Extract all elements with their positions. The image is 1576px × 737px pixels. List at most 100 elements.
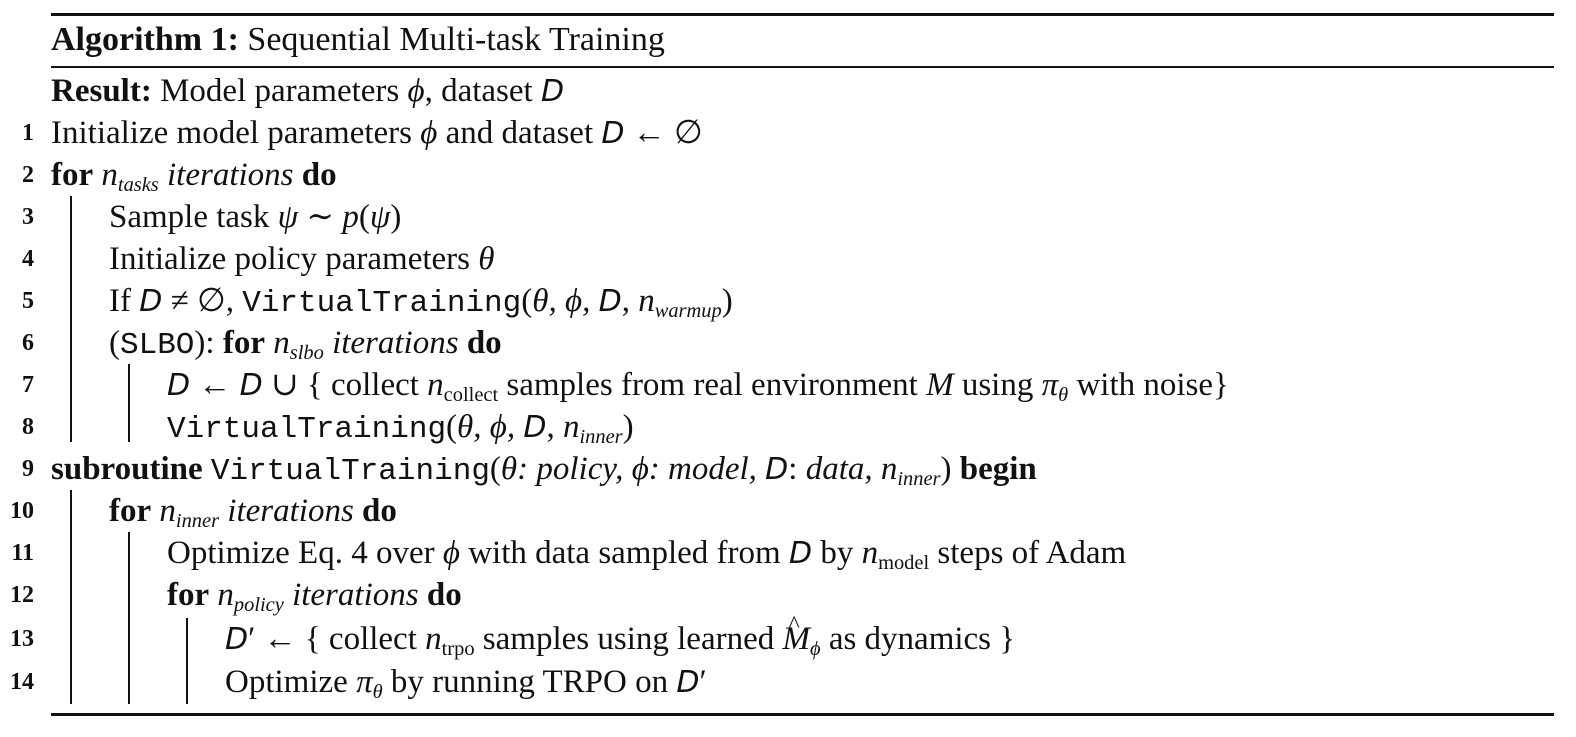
algo-line-13: 13 D′ ← { collect ntrpo samples using le… [0, 604, 1576, 661]
line-text: iterations [227, 493, 354, 529]
line-number: 14 [10, 669, 34, 695]
algo-line-5: 5 If D ≠ ∅, VirtualTraining(θ, ϕ, D, nwa… [0, 280, 1576, 322]
line-text: model, [668, 451, 757, 487]
indent-bar-loop [70, 196, 72, 442]
line-text: Optimize Eq. 4 over [167, 535, 435, 571]
algo-line-10: 10 for ninner iterations do [0, 490, 1576, 532]
result-label: Result: [51, 73, 152, 109]
algo-line-4: 4 Initialize policy parameters θ [0, 238, 1576, 280]
keyword-subroutine: subroutine [51, 451, 203, 487]
line-number: 2 [22, 162, 34, 188]
keyword-for: for [109, 493, 152, 529]
algo-line-14: 14 Optimize πθ by running TRPO on D′ [0, 661, 1576, 703]
indent-bar-policy [186, 618, 188, 704]
line-text: as dynamics [828, 621, 992, 657]
bottom-rule [51, 713, 1554, 716]
top-rule [51, 13, 1554, 16]
dataset-symbol: D [523, 410, 547, 445]
keyword-do: do [301, 157, 337, 193]
line-text: by running TRPO on [390, 664, 669, 700]
algo-line-2: 2 for ntasks iterations do [0, 154, 1576, 196]
algo-line-6: 6 (SLBO): for nslbo iterations do [0, 322, 1576, 364]
middle-rule [51, 66, 1554, 68]
subscript: tasks [117, 174, 159, 197]
dataset-symbol: D [139, 284, 163, 319]
keyword-for: for [167, 577, 210, 613]
slbo-label: SLBO [120, 328, 195, 363]
dataset-symbol: D [239, 368, 263, 403]
line-number: 7 [22, 372, 34, 398]
keyword-begin: begin [959, 451, 1037, 487]
line-text: collect [328, 621, 417, 657]
subscript: warmup [654, 300, 722, 323]
line-text: If [109, 283, 131, 319]
keyword-do: do [362, 493, 397, 529]
algo-line-7: 7 D ← D ∪ { collect ncollect samples fro… [0, 364, 1576, 406]
dataset-symbol: D [788, 536, 813, 571]
line-text: with data sampled from [468, 535, 781, 571]
subscript: inner [579, 426, 623, 449]
line-number: 5 [22, 288, 34, 314]
subscript: policy [233, 594, 284, 617]
function-name: VirtualTraining [210, 454, 490, 489]
line-number: 9 [22, 456, 34, 482]
line-text: steps of Adam [937, 535, 1127, 571]
result-text: Model parameters [160, 73, 400, 109]
algorithm-label: Algorithm 1: [51, 21, 239, 58]
line-text: policy, [536, 451, 624, 487]
line-number: 1 [22, 120, 34, 146]
line-text: iterations [167, 157, 294, 193]
line-number: 12 [10, 582, 34, 608]
dataset-symbol: D [765, 452, 789, 487]
algo-line-11: 11 Optimize Eq. 4 over ϕ with data sampl… [0, 532, 1576, 574]
dataset-symbol: D [225, 622, 249, 657]
line-text: Optimize [225, 664, 348, 700]
algorithm-name: Sequential Multi-task Training [247, 21, 665, 58]
result-text-b: , dataset [424, 73, 533, 109]
subscript: inner [897, 468, 941, 491]
line-text: and dataset [445, 115, 594, 151]
keyword-for: for [222, 325, 265, 361]
line-number: 11 [11, 540, 34, 566]
line-number: 13 [10, 626, 34, 652]
line-text: samples from real environment [506, 367, 918, 403]
algo-line-1: 1 Initialize model parameters ϕ and data… [0, 112, 1576, 154]
phi-symbol: ϕ [407, 73, 425, 109]
phi-symbol: ϕ [420, 115, 438, 151]
line-number: 4 [22, 246, 34, 272]
algo-line-12: 12 for npolicy iterations do [0, 574, 1576, 616]
line-text: Initialize policy parameters [109, 241, 471, 277]
dataset-symbol: D [167, 368, 191, 403]
dataset-symbol: D [676, 665, 700, 700]
line-text: iterations [332, 325, 459, 361]
function-name: VirtualTraining [167, 412, 447, 447]
function-name: VirtualTraining [242, 286, 522, 321]
keyword-do: do [426, 577, 462, 613]
line-number: 8 [22, 414, 34, 440]
algo-line-8: 8 VirtualTraining(θ, ϕ, D, ninner) [0, 406, 1576, 448]
line-text: by [820, 535, 854, 571]
subscript: inner [175, 510, 220, 533]
line-text: Initialize model parameters [51, 115, 413, 151]
line-number: 10 [10, 498, 34, 524]
line-text: with noise [1076, 367, 1214, 403]
indent-bar-slbo [128, 364, 130, 442]
subscript: collect [443, 384, 499, 407]
algorithm-title: Algorithm 1: Sequential Multi-task Train… [51, 18, 665, 62]
line-number: 6 [22, 330, 34, 356]
subscript: model [878, 552, 930, 575]
line-text: ( [109, 325, 120, 361]
line-text: data, [805, 451, 873, 487]
keyword-do: do [466, 325, 502, 361]
line-text: collect [330, 367, 419, 403]
line-text: iterations [292, 577, 419, 613]
line-text: using [961, 367, 1034, 403]
result-line: Result: Model parameters ϕ, dataset D [0, 70, 1576, 112]
line-number: 3 [22, 204, 34, 230]
dataset-symbol: D [598, 284, 622, 319]
subscript: trpo [441, 638, 475, 661]
indent-bar-subroutine [70, 490, 72, 704]
dataset-symbol: D [540, 74, 565, 109]
line-text: ): [194, 325, 215, 361]
subscript: slbo [289, 342, 324, 365]
